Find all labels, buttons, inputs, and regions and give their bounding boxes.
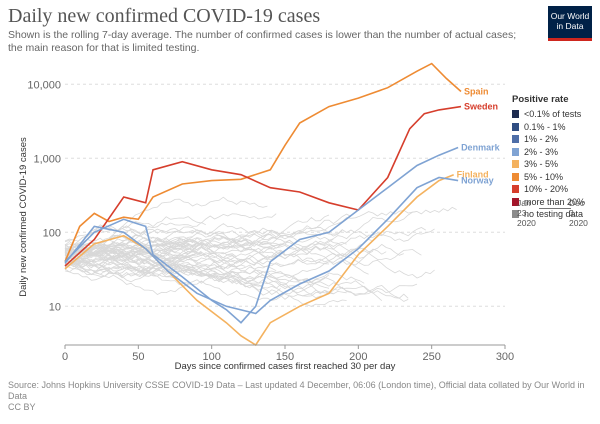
series-label[interactable]: Finland	[457, 170, 489, 180]
x-tick-label: 300	[496, 351, 514, 363]
legend-item[interactable]: <0.1% of tests	[512, 108, 585, 121]
series-line-denmark[interactable]	[64, 146, 459, 324]
background-line	[64, 246, 189, 260]
series-line-norway[interactable]	[64, 176, 459, 315]
y-tick-label: 10,000	[27, 79, 61, 91]
legend-label: 3% - 5%	[524, 159, 559, 170]
legend-label: 0.1% - 1%	[524, 121, 566, 132]
y-axis-label: Daily new confirmed COVID-19 cases	[18, 137, 29, 297]
x-tick-label: 0	[62, 351, 68, 363]
x-axis-label: Days since confirmed cases first reached…	[175, 361, 396, 372]
legend-swatch	[512, 197, 519, 206]
legend-swatch	[512, 110, 519, 119]
x-tick-label: 250	[422, 351, 440, 363]
source-note: Source: Johns Hopkins University CSSE CO…	[8, 380, 585, 401]
legend-label: 5% - 10%	[524, 171, 564, 182]
legend-swatch	[512, 172, 519, 181]
background-line	[64, 256, 281, 296]
time-end-year: 2020	[569, 218, 588, 228]
x-tick-label: 100	[202, 351, 220, 363]
legend-item[interactable]: no testing data	[512, 208, 585, 221]
series-line-spain[interactable]	[64, 62, 462, 263]
legend-swatch	[512, 160, 519, 169]
legend-label: <0.1% of tests	[524, 109, 582, 120]
chart-footer: Source: Johns Hopkins University CSSE CO…	[8, 380, 593, 413]
axes: 10 100 1,000 10,000 0 50 100 150 200 250 300	[27, 79, 514, 363]
y-tick-label: 100	[43, 227, 61, 239]
background-line	[64, 222, 206, 248]
background-line	[64, 237, 202, 266]
legend-item[interactable]: 2% - 3%	[512, 146, 585, 159]
background-line	[64, 250, 365, 289]
background-line	[64, 235, 404, 269]
legend-label: 1% - 2%	[524, 134, 559, 145]
legend-swatch	[512, 185, 519, 194]
logo-line-2: in Data	[556, 21, 584, 31]
background-line	[64, 241, 198, 255]
series-line-sweden[interactable]	[64, 105, 462, 267]
background-line	[64, 246, 286, 279]
background-line	[64, 249, 202, 276]
legend-label: 2% - 3%	[524, 146, 559, 157]
y-tick-label: 10	[49, 301, 61, 313]
legend-title: Positive rate	[512, 94, 569, 105]
logo-accent-bar	[548, 38, 592, 41]
time-end: Dec 3, 2020	[569, 198, 588, 228]
legend-swatch	[512, 122, 519, 131]
time-start-day: 23,	[517, 208, 529, 218]
legend-label: no testing data	[524, 209, 584, 220]
legend-item[interactable]: 0.1% - 1%	[512, 121, 585, 134]
time-end-month: Dec	[569, 198, 585, 208]
background-line	[64, 261, 189, 295]
x-tick-label: 50	[132, 351, 144, 363]
legend-swatch	[512, 210, 519, 219]
time-start-year: 2020	[517, 218, 536, 228]
background-line	[64, 242, 202, 258]
legend-item[interactable]: 3% - 5%	[512, 158, 585, 171]
positive-rate-legend: Positive rate <0.1% of tests 0.1% - 1% 1% …	[512, 94, 585, 221]
time-range-slider[interactable]	[539, 208, 571, 209]
background-line	[64, 250, 409, 302]
background-line	[64, 239, 281, 260]
grid-lines	[65, 83, 505, 307]
background-line	[64, 248, 242, 269]
series-label[interactable]: Spain	[464, 86, 489, 96]
background-line	[64, 246, 435, 279]
time-start: Jan 23, 2020	[517, 198, 536, 228]
legend-swatch	[512, 147, 519, 156]
legend-label: more than 20%	[524, 196, 586, 207]
license-note: CC BY	[8, 402, 36, 412]
logo-line-1: Our World	[550, 11, 590, 21]
x-tick-label: 200	[349, 351, 367, 363]
legend-item[interactable]: 1% - 2%	[512, 133, 585, 146]
legend-swatch	[512, 135, 519, 144]
y-tick-label: 1,000	[33, 153, 61, 165]
chart-title: Daily new confirmed COVID-19 cases	[8, 5, 321, 27]
background-line	[64, 249, 330, 290]
time-end-day: 3,	[569, 208, 577, 218]
background-line	[64, 251, 418, 300]
background-line	[64, 265, 180, 283]
background-line	[64, 235, 193, 268]
series-label[interactable]: Norway	[461, 176, 494, 186]
x-tick-label: 150	[276, 351, 294, 363]
legend-item[interactable]: more than 20%	[512, 196, 585, 209]
legend-item[interactable]: 10% - 20%	[512, 183, 585, 196]
time-start-month: Jan	[517, 198, 531, 208]
legend-label: 10% - 20%	[524, 184, 569, 195]
series-label[interactable]: Denmark	[461, 142, 501, 152]
background-line	[64, 257, 330, 289]
chart-subtitle: Shown is the rolling 7-day average. The …	[8, 29, 517, 54]
owid-logo[interactable]: Our World in Data	[548, 6, 592, 41]
legend-item[interactable]: 5% - 10%	[512, 171, 585, 184]
series-label[interactable]: Sweden	[464, 102, 498, 112]
